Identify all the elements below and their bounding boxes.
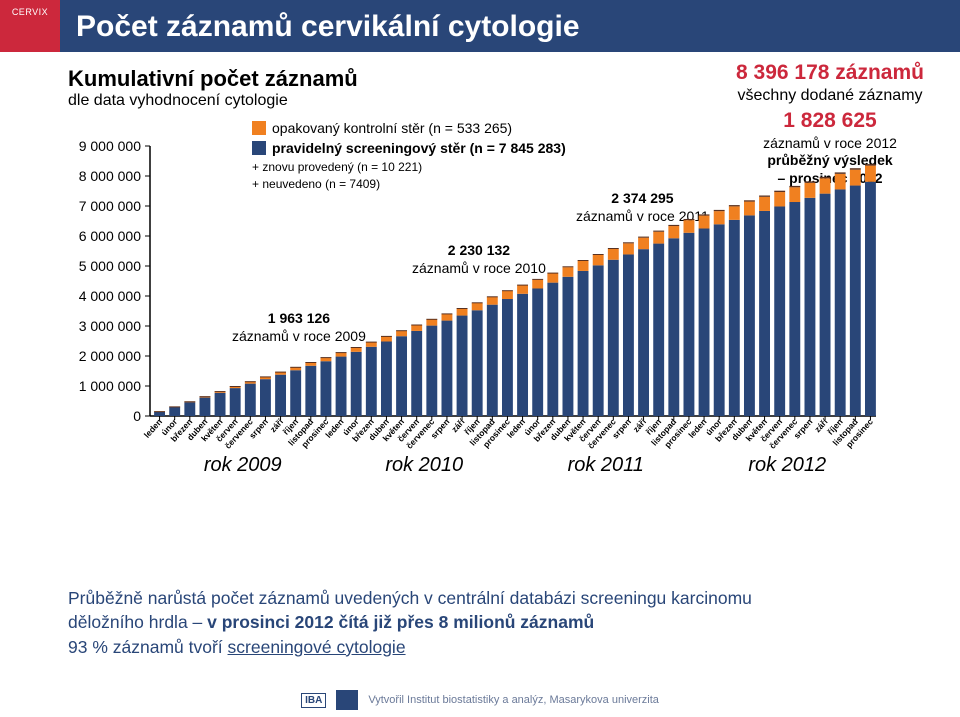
svg-text:9 000 000: 9 000 000 (79, 138, 141, 154)
bt-2b: screeningové cytologie (228, 637, 406, 657)
bt-1c: v prosinci 2012 čítá již přes 8 milionů … (207, 612, 594, 632)
footer-iba-logo: IBA (301, 693, 326, 708)
svg-text:5 000 000: 5 000 000 (79, 258, 141, 274)
svg-text:rok 2012: rok 2012 (748, 454, 826, 474)
bt-1a: Průběžně narůstá počet záznamů uvedených… (68, 588, 752, 608)
slide: { "header":{ "logo":"CERVIX", "title":"P… (0, 0, 960, 717)
bottom-text: Průběžně narůstá počet záznamů uvedených… (68, 586, 910, 660)
footer: IBA Vytvořil Institut biostatistiky a an… (0, 683, 960, 717)
total-2012: 1 828 625 (736, 108, 924, 134)
svg-text:1 000 000: 1 000 000 (79, 378, 141, 394)
svg-text:6 000 000: 6 000 000 (79, 228, 141, 244)
svg-text:2 000 000: 2 000 000 (79, 348, 141, 364)
bt-1b: děložního hrdla – (68, 612, 207, 632)
cumulative-bar-chart: 0 1 000 000 2 000 000 3 000 000 4 000 000 5 0… (60, 136, 890, 474)
svg-text:4 000 000: 4 000 000 (79, 288, 141, 304)
bt-2a: 93 % záznamů tvoří (68, 637, 228, 657)
svg-text:7 000 000: 7 000 000 (79, 198, 141, 214)
page-title: Počet záznamů cervikální cytologie (60, 0, 960, 52)
svg-text:rok 2009: rok 2009 (204, 454, 282, 474)
total-all-label: všechny dodané záznamy (736, 86, 924, 106)
svg-text:8 000 000: 8 000 000 (79, 168, 141, 184)
svg-text:0: 0 (133, 408, 141, 424)
svg-text:rok 2011: rok 2011 (568, 454, 644, 474)
svg-text:3 000 000: 3 000 000 (79, 318, 141, 334)
logo-cervix: CERVIX (0, 0, 60, 52)
legend-swatch-orange (252, 121, 266, 135)
total-all: 8 396 178 záznamů (736, 60, 924, 86)
header-bar: CERVIX Počet záznamů cervikální cytologi… (0, 0, 960, 52)
footer-square-icon (336, 690, 358, 710)
svg-text:rok 2010: rok 2010 (385, 454, 463, 474)
footer-text: Vytvořil Institut biostatistiky a analýz… (368, 694, 659, 706)
